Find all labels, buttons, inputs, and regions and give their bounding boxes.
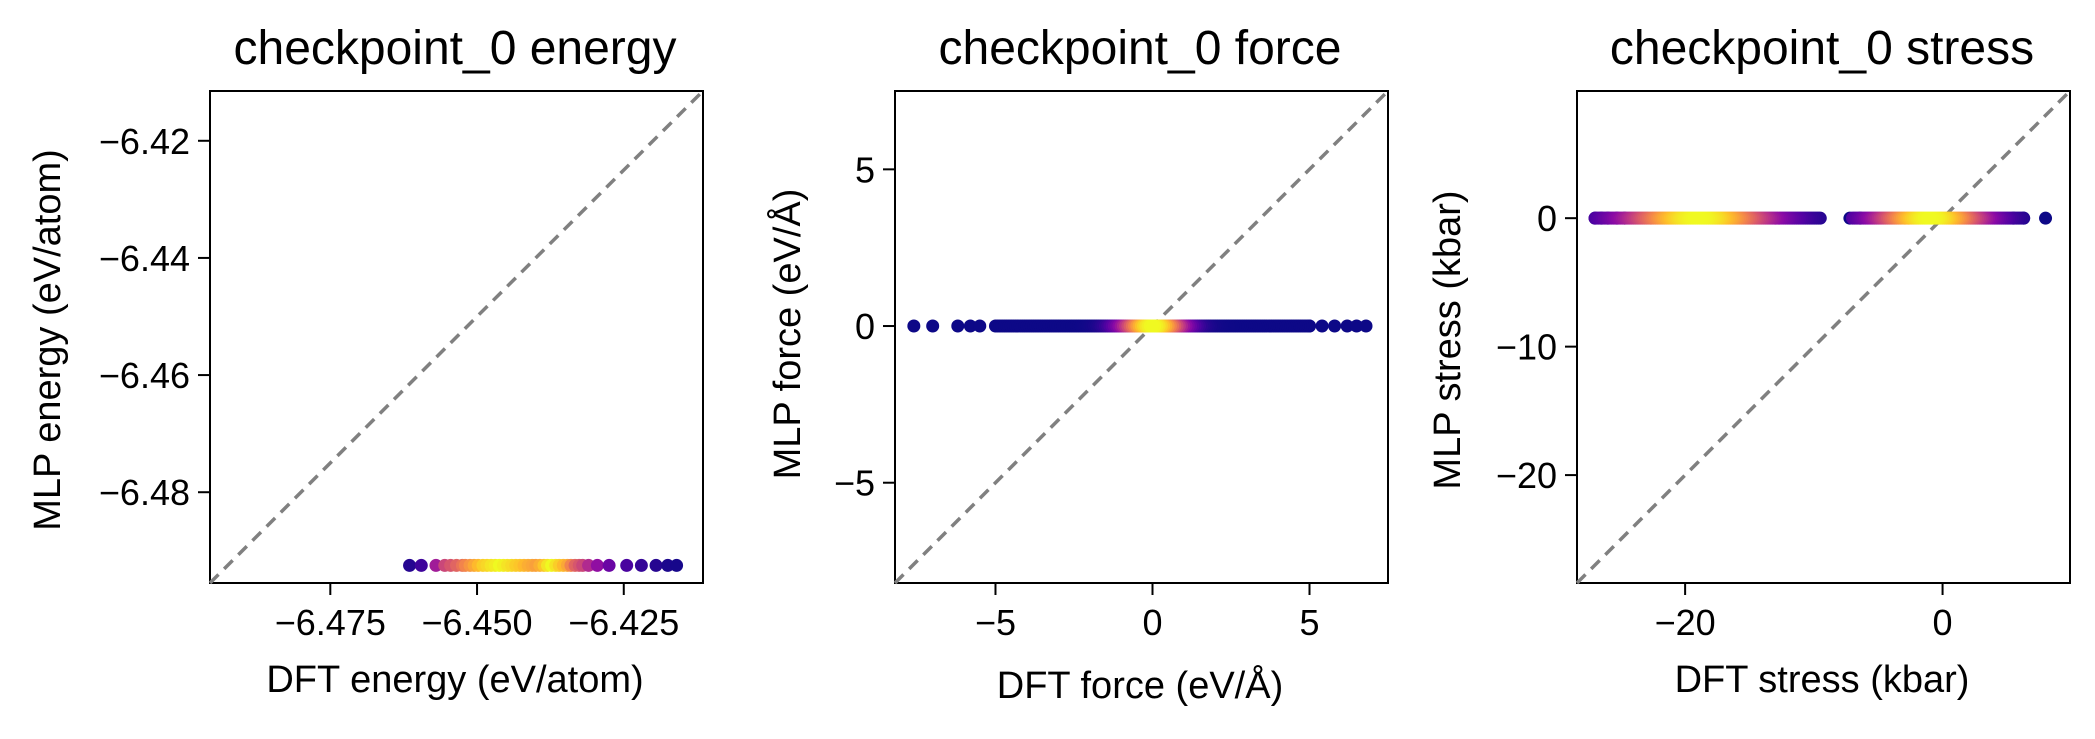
x-tick-label: −6.450 [421, 602, 532, 643]
data-point [414, 558, 428, 572]
chart-title: checkpoint_0 force [939, 22, 1342, 75]
y-tick-label: −6.42 [99, 121, 190, 162]
y-tick-label: 0 [1537, 198, 1557, 239]
y-tick-label: −5 [834, 463, 875, 504]
data-point [1328, 319, 1342, 333]
data-point [670, 558, 684, 572]
plot-frame [209, 90, 704, 584]
y-axis-label: MLP energy (eV/atom) [27, 149, 69, 531]
x-tick-label: −6.475 [275, 602, 386, 643]
y-tick-label: −6.46 [99, 355, 190, 396]
x-axis-label: DFT energy (eV/atom) [266, 659, 643, 701]
y-tick-label: −20 [1496, 455, 1557, 496]
plot-frame [894, 90, 1389, 584]
plot-frame [1576, 90, 2071, 584]
force-panel: checkpoint_0 force DFT force (eV/Å) MLP … [765, 22, 1390, 707]
data-point [907, 319, 921, 333]
data-point [403, 558, 417, 572]
data-point [1691, 211, 1705, 225]
y-tick-label: −6.44 [99, 238, 190, 279]
chart-title: checkpoint_0 stress [1610, 22, 2034, 75]
stress-panel: checkpoint_0 stress DFT stress (kbar) ML… [1427, 22, 2072, 701]
chart-title: checkpoint_0 energy [234, 22, 677, 75]
data-point [2039, 211, 2053, 225]
x-tick-label: 0 [1142, 602, 1162, 643]
data-point [649, 558, 663, 572]
y-tick-label: 5 [855, 149, 875, 190]
y-tick-label: −6.48 [99, 472, 190, 513]
identity-line [1575, 89, 2072, 585]
x-tick-label: −20 [1655, 602, 1716, 643]
data-point [926, 319, 940, 333]
data-point [1340, 319, 1354, 333]
data-point [963, 319, 977, 333]
x-tick-label: −6.425 [568, 602, 679, 643]
data-point [1315, 319, 1329, 333]
data-point [1359, 319, 1373, 333]
y-tick-label: −10 [1496, 327, 1557, 368]
y-axis-label: MLP force (eV/Å) [765, 189, 809, 480]
data-point [1923, 211, 1937, 225]
data-point [973, 319, 987, 333]
y-tick-label: 0 [855, 306, 875, 347]
x-tick-label: −5 [975, 602, 1016, 643]
data-point [620, 558, 634, 572]
x-axis-label: DFT force (eV/Å) [997, 663, 1283, 707]
data-point [1145, 319, 1159, 333]
data-point [590, 558, 604, 572]
identity-line [893, 89, 1390, 585]
data-point [951, 319, 965, 333]
data-point [1350, 319, 1364, 333]
x-tick-label: 0 [1933, 602, 1953, 643]
x-axis-label: DFT stress (kbar) [1675, 659, 1970, 701]
x-tick-label: 5 [1299, 602, 1319, 643]
data-point [634, 558, 648, 572]
energy-panel: checkpoint_0 energy DFT energy (eV/atom)… [27, 22, 705, 701]
identity-line [208, 89, 705, 585]
y-axis-label: MLP stress (kbar) [1427, 190, 1469, 489]
data-point [602, 558, 616, 572]
